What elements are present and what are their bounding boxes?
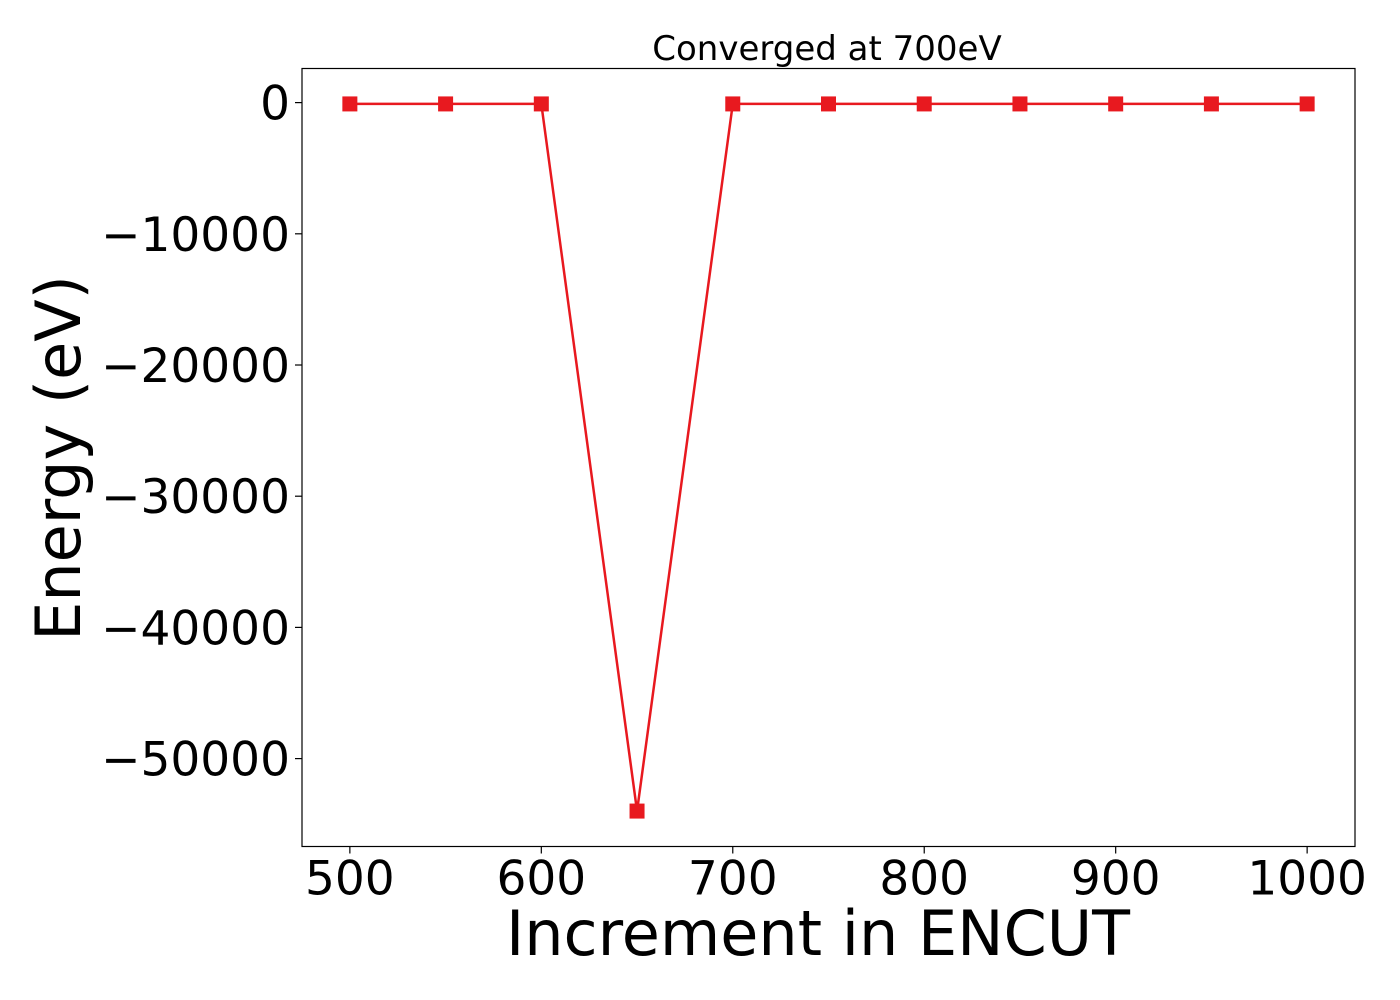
x-axis-label: Increment in ENCUT (506, 897, 1131, 970)
data-point-marker (916, 96, 932, 112)
plot-area-frame (301, 67, 1356, 848)
data-point-marker (342, 96, 358, 112)
y-tick-label: −40000 (101, 601, 290, 656)
y-axis-label: Energy (eV) (22, 275, 95, 641)
x-tick-label: 700 (688, 852, 778, 907)
data-point-marker (629, 803, 645, 819)
y-tick-label: −10000 (101, 208, 290, 263)
x-tick-label: 500 (305, 852, 395, 907)
data-point-marker (438, 96, 454, 112)
data-series (342, 96, 1315, 819)
x-tick-label: 1000 (1247, 852, 1367, 907)
data-point-marker (533, 96, 549, 112)
data-point-marker (1108, 96, 1124, 112)
x-axis-ticks: 500 600 700 800 900 1000 (305, 846, 1367, 907)
data-point-marker (1203, 96, 1219, 112)
x-tick-label: 600 (496, 852, 586, 907)
data-point-marker (725, 96, 741, 112)
series-line (349, 102, 1308, 812)
y-tick-label: 0 (260, 77, 290, 132)
y-axis-ticks: 0 −10000 −20000 −30000 −40000 −50000 (101, 77, 302, 788)
y-tick-label: −30000 (101, 470, 290, 525)
x-tick-label: 900 (1071, 852, 1161, 907)
y-tick-label: −50000 (101, 733, 290, 788)
y-tick-label: −20000 (101, 339, 290, 394)
chart-title: Converged at 700eV (652, 29, 1001, 69)
x-tick-label: 800 (879, 852, 969, 907)
data-point-marker (1012, 96, 1028, 112)
data-point-marker (1299, 96, 1315, 112)
data-point-marker (821, 96, 836, 112)
